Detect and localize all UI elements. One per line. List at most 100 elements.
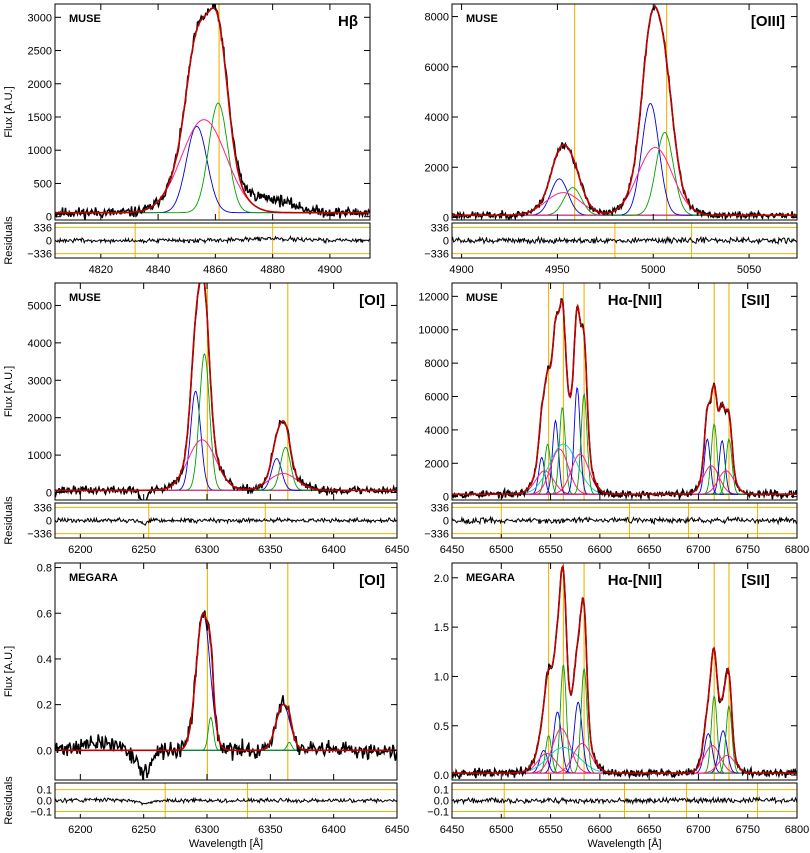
residual-line xyxy=(55,796,397,806)
residual-line xyxy=(55,234,370,245)
residual-tick-label: 336 xyxy=(431,502,449,514)
component-second xyxy=(452,704,797,774)
component-narrow xyxy=(452,178,797,216)
component-narrow xyxy=(55,458,397,491)
x-tick-label: 6450 xyxy=(385,824,409,836)
residual-tick-label: 0 xyxy=(443,236,449,248)
x-tick-label: 6350 xyxy=(258,544,282,556)
y-tick-label: 5000 xyxy=(28,300,52,312)
x-tick-label: 4950 xyxy=(545,264,569,276)
y-tick-label: 8000 xyxy=(425,358,449,370)
emission-line-label: Hα-[NII] xyxy=(608,572,662,589)
panel-hb: 0 500 1000 1500 2000 2500 3000 MUSE Hβ Flux [A.U.… xyxy=(3,3,371,276)
residual-frame xyxy=(54,782,398,819)
x-tick-label: 6500 xyxy=(489,544,513,556)
y-tick-label: 0.5 xyxy=(434,721,449,733)
y-tick-label: 1.0 xyxy=(434,671,449,683)
component-second xyxy=(452,694,797,774)
plot-frame xyxy=(451,562,798,781)
component-second xyxy=(55,446,397,491)
y-tick-label: 1000 xyxy=(28,450,52,462)
instrument-label: MUSE xyxy=(69,292,101,304)
plot-frame xyxy=(54,562,398,781)
x-tick-label: 6450 xyxy=(440,824,464,836)
x-tick-label: 6650 xyxy=(637,824,661,836)
component-narrow xyxy=(55,612,397,751)
plot-frame xyxy=(451,3,798,221)
plot-frame xyxy=(54,282,398,501)
component-broad xyxy=(452,448,797,495)
instrument-label: MEGARA xyxy=(466,572,515,584)
x-tick-label: 5050 xyxy=(737,264,761,276)
plot-frame xyxy=(54,3,371,221)
x-tick-label: 6700 xyxy=(686,824,710,836)
x-tick-label: 6200 xyxy=(68,544,92,556)
x-tick-label: 6800 xyxy=(785,824,809,836)
y-tick-label: 6000 xyxy=(425,392,449,404)
x-tick-label: 6250 xyxy=(131,544,155,556)
x-tick-label: 4880 xyxy=(260,264,284,276)
component-second xyxy=(452,668,797,774)
component-broad xyxy=(452,192,797,216)
x-tick-label: 6300 xyxy=(195,824,219,836)
y-tick-label: 0 xyxy=(443,212,449,224)
total-fit-line xyxy=(452,299,797,495)
component-second xyxy=(452,407,797,495)
component-broad xyxy=(55,472,397,491)
component-second xyxy=(452,735,797,774)
y-tick-label: 2000 xyxy=(28,79,52,91)
y-tick-label: 0.2 xyxy=(37,700,52,712)
component-narrow xyxy=(452,438,797,495)
x-tick-label: 6200 xyxy=(68,824,92,836)
x-axis-label: Wavelength [Å] xyxy=(189,837,263,850)
component-second xyxy=(452,438,797,495)
x-tick-label: 4900 xyxy=(449,264,473,276)
y-tick-label: 1500 xyxy=(28,112,52,124)
y-tick-label: 10000 xyxy=(418,325,449,337)
residual-tick-label: 0.1 xyxy=(434,785,449,797)
y-tick-label: 2000 xyxy=(425,162,449,174)
component-narrow xyxy=(452,439,797,495)
y-tick-label: 3000 xyxy=(28,12,52,24)
x-tick-label: 6300 xyxy=(195,544,219,556)
residual-frame xyxy=(54,222,371,259)
residual-tick-label: 0.0 xyxy=(37,796,52,808)
x-tick-label: 4820 xyxy=(89,264,113,276)
total-fit-line xyxy=(452,5,797,216)
x-tick-label: 6750 xyxy=(735,824,759,836)
y-tick-label: 2.0 xyxy=(434,573,449,585)
residual-tick-label: −336 xyxy=(27,529,52,541)
x-tick-label: 6500 xyxy=(489,824,513,836)
total-fit-line xyxy=(55,7,370,214)
component-narrow xyxy=(55,390,397,491)
component-narrow xyxy=(452,730,797,774)
component-broad xyxy=(452,146,797,216)
y-tick-label: 0.0 xyxy=(37,745,52,757)
component-extra xyxy=(452,443,797,495)
emission-line-label: Hα-[NII] xyxy=(608,292,662,309)
y-tick-label: 3000 xyxy=(28,375,52,387)
component-second xyxy=(452,131,797,216)
y-tick-label: 12000 xyxy=(418,291,449,303)
component-second xyxy=(452,664,797,774)
component-narrow xyxy=(452,732,797,774)
y-tick-label: 2500 xyxy=(28,46,52,58)
y-axis-label: Flux [A.U.] xyxy=(3,366,15,417)
residual-tick-label: −336 xyxy=(424,529,449,541)
residuals-axis-label: Residuals xyxy=(3,776,15,825)
x-tick-label: 6650 xyxy=(637,544,661,556)
panel-ha_muse: 0 2000 4000 6000 8000 10000 12000 MUSE Hα-[NII] [… xyxy=(418,282,809,556)
residual-tick-label: −0.1 xyxy=(427,806,449,818)
observed-spectrum xyxy=(55,283,397,500)
instrument-label: MEGARA xyxy=(69,572,118,584)
residual-tick-label: 0 xyxy=(443,516,449,528)
x-tick-label: 6550 xyxy=(538,544,562,556)
y-tick-label: 0 xyxy=(46,488,52,500)
y-tick-label: 0.6 xyxy=(37,608,52,620)
residual-tick-label: −336 xyxy=(27,249,52,261)
x-tick-label: 6550 xyxy=(538,824,562,836)
residual-frame xyxy=(451,222,798,259)
y-tick-label: 0 xyxy=(443,492,449,504)
